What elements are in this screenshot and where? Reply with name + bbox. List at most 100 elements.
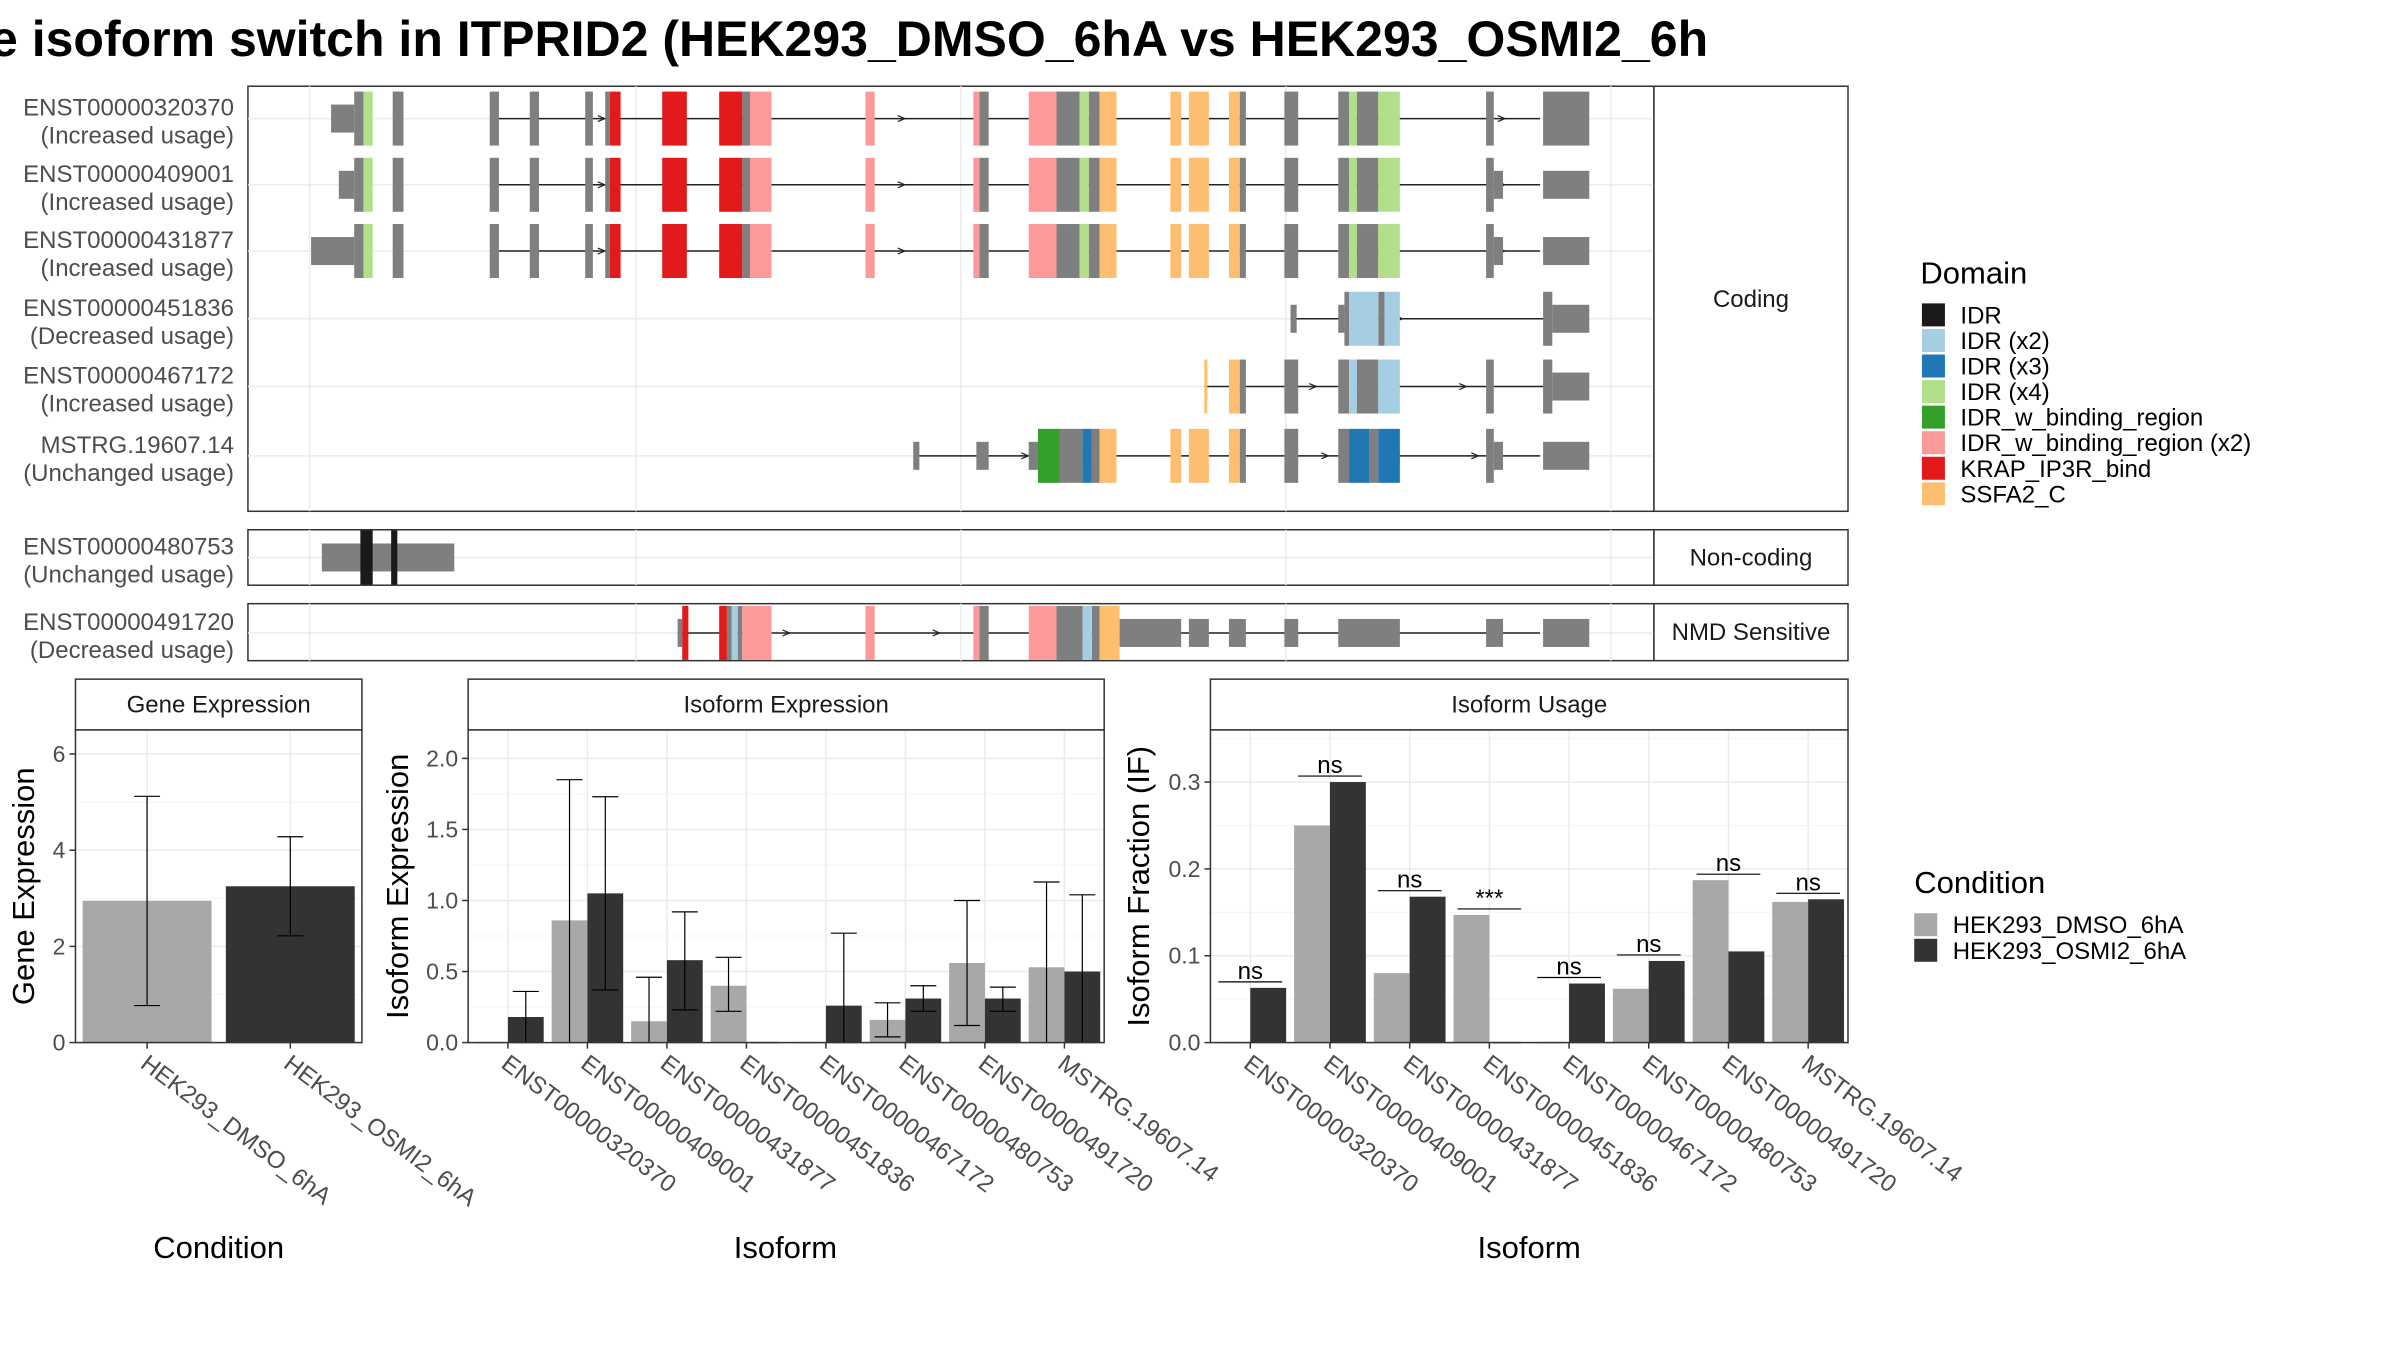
domain-exon — [1228, 157, 1240, 212]
utr-exon — [1552, 304, 1590, 333]
domain-exon — [1170, 157, 1182, 212]
domain-exon — [363, 91, 373, 146]
domain-exon — [1099, 605, 1120, 660]
domain-exon — [1349, 157, 1357, 212]
domain-exon — [1170, 91, 1182, 146]
coding-exon — [979, 91, 989, 146]
intron-arrow — [597, 247, 607, 255]
domain-exon — [391, 530, 398, 585]
utr-exon — [677, 618, 683, 647]
domain-exon — [1188, 428, 1209, 483]
x-axis-title: Condition — [153, 1230, 284, 1265]
domain-exon — [360, 530, 373, 585]
coding-exon — [585, 224, 593, 279]
intron-arrow — [597, 181, 607, 189]
isoform-id-label: ENST00000320370 — [23, 95, 234, 122]
isoform-id-label: ENST00000451836 — [23, 295, 234, 322]
domain-exon — [749, 91, 772, 146]
coding-exon — [392, 91, 404, 146]
isoform-id-label: ENST00000431877 — [23, 227, 234, 254]
utr-exon — [1543, 441, 1590, 470]
utr-exon — [976, 441, 989, 470]
bar — [1648, 960, 1685, 1043]
domain-exon — [1228, 224, 1240, 279]
domain-exon — [1099, 224, 1117, 279]
structure-panel-frame — [247, 85, 1655, 513]
domain-exon — [1170, 428, 1182, 483]
isoform-usage-label: (Unchanged usage) — [23, 460, 234, 487]
domain-exon — [1349, 91, 1357, 146]
isoform-usage-label: (Decreased usage) — [30, 637, 234, 664]
intron-arrow — [1497, 115, 1507, 123]
significance-label: ns — [1397, 867, 1422, 894]
y-tick-label: 6 — [53, 741, 66, 767]
legend-swatch — [1914, 938, 1938, 962]
coding-exon — [585, 157, 593, 212]
utr-exon — [1552, 372, 1590, 401]
domain-exon — [719, 605, 727, 660]
domain-exon — [973, 605, 980, 660]
bar — [1250, 987, 1287, 1043]
legend-swatch — [1921, 431, 1945, 455]
utr-exon — [1338, 618, 1400, 647]
utr-exon — [1543, 170, 1590, 199]
coding-exon — [605, 157, 610, 212]
isoform-usage-label: (Decreased usage) — [30, 323, 234, 350]
coding-exon — [1543, 359, 1553, 414]
panel-frame — [1209, 729, 1849, 1044]
coding-exon — [1091, 428, 1100, 483]
y-axis-title: Isoform Fraction (IF) — [1121, 746, 1156, 1027]
y-tick-label: 0.0 — [1168, 1030, 1200, 1056]
isoform-id-label: ENST00000480753 — [23, 533, 234, 560]
coding-exon — [742, 157, 750, 212]
coding-exon — [1056, 224, 1080, 279]
coding-exon — [1338, 359, 1350, 414]
domain-exon — [1349, 291, 1379, 346]
domain-exon — [1082, 428, 1092, 483]
utr-exon — [1290, 304, 1297, 333]
domain-exon — [1099, 428, 1117, 483]
domain-exon — [363, 224, 373, 279]
x-axis-title: Isoform — [734, 1230, 837, 1265]
domain-exon — [731, 605, 738, 660]
utr-exon — [1543, 618, 1590, 647]
coding-exon — [1356, 224, 1379, 279]
legend-swatch — [1921, 303, 1945, 327]
domain-exon — [1228, 359, 1240, 414]
domain-exon — [1349, 428, 1370, 483]
domain-exon — [1099, 157, 1117, 212]
domain-exon — [1378, 91, 1400, 146]
intron-arrow — [897, 115, 907, 123]
legend-label: HEK293_DMSO_6hA — [1953, 912, 2184, 939]
isoform-id-label: ENST00000491720 — [23, 609, 234, 636]
coding-exon — [1088, 157, 1100, 212]
bar — [1728, 951, 1765, 1043]
isoform-usage-label: (Increased usage) — [41, 255, 234, 282]
isoform-row-ENST00000451836: ENST00000451836(Decreased usage) — [23, 291, 1590, 350]
utr-exon — [1486, 618, 1504, 647]
domain-exon — [865, 224, 875, 279]
significance-label: ns — [1636, 931, 1661, 958]
legend-swatch — [1921, 405, 1945, 429]
intron-arrow — [1309, 382, 1318, 391]
domain-exon — [662, 157, 687, 212]
y-tick-label: 1.5 — [426, 816, 458, 842]
domain-exon — [1188, 91, 1209, 146]
intron-arrow — [932, 629, 942, 637]
coding-exon — [1091, 605, 1100, 660]
domain-exon — [865, 91, 875, 146]
significance-label: ns — [1716, 850, 1741, 877]
group-strip-label: NMD Sensitive — [1672, 619, 1831, 646]
coding-exon — [489, 157, 499, 212]
coding-exon — [1239, 91, 1246, 146]
legend-swatch — [1914, 913, 1938, 937]
domain-exon — [1349, 224, 1357, 279]
isoform-row-ENST00000480753: ENST00000480753(Unchanged usage) — [23, 530, 455, 588]
panel-strip-title: Gene Expression — [127, 692, 311, 719]
isoform-row-ENST00000320370: ENST00000320370(Increased usage) — [23, 91, 1590, 150]
panel-strip — [74, 678, 363, 731]
bar — [1329, 782, 1366, 1043]
y-tick-label: 0.5 — [426, 959, 458, 985]
